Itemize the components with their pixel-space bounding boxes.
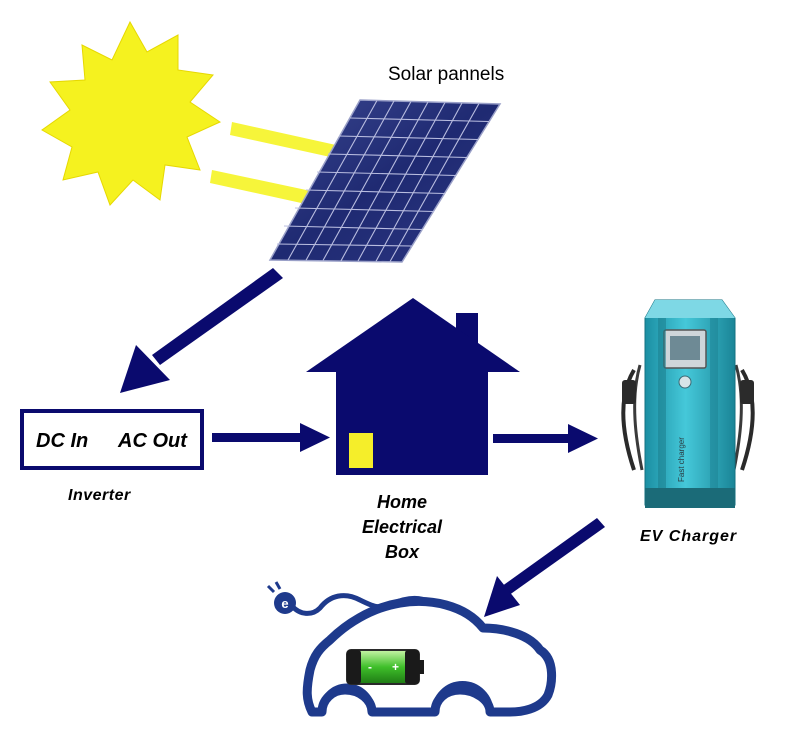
home-label-line-2: Electrical — [361, 517, 443, 537]
home-electrical-box-label: Home Electrical Box — [342, 490, 462, 565]
arrow-panel-to-inverter — [120, 268, 283, 393]
inverter-box — [20, 409, 204, 470]
home-label-line-1: Home — [376, 492, 427, 512]
inverter-label: Inverter — [68, 487, 131, 504]
electric-car-icon — [290, 593, 556, 717]
charger-brand-text: Fast charger — [677, 437, 686, 482]
arrow-house-to-charger — [493, 424, 598, 453]
arrow-charger-to-car — [484, 518, 605, 617]
ev-charger-icon — [621, 299, 755, 508]
svg-text:-: - — [368, 660, 372, 674]
battery-icon: - + — [346, 649, 424, 685]
plug-icon: e — [266, 581, 296, 614]
svg-text:+: + — [392, 660, 399, 674]
home-electrical-box-icon — [306, 298, 520, 475]
ac-out-label: AC Out — [118, 430, 187, 452]
solar-panels-label: Solar pannels — [388, 64, 505, 85]
home-label-line-3: Box — [384, 542, 419, 562]
arrow-inverter-to-house — [212, 423, 330, 452]
ev-charger-label: EV Charger — [640, 528, 738, 545]
svg-text:e: e — [281, 596, 288, 611]
sun-icon — [41, 20, 222, 206]
dc-in-label: DC In — [36, 430, 89, 452]
solar-panel — [268, 99, 502, 263]
